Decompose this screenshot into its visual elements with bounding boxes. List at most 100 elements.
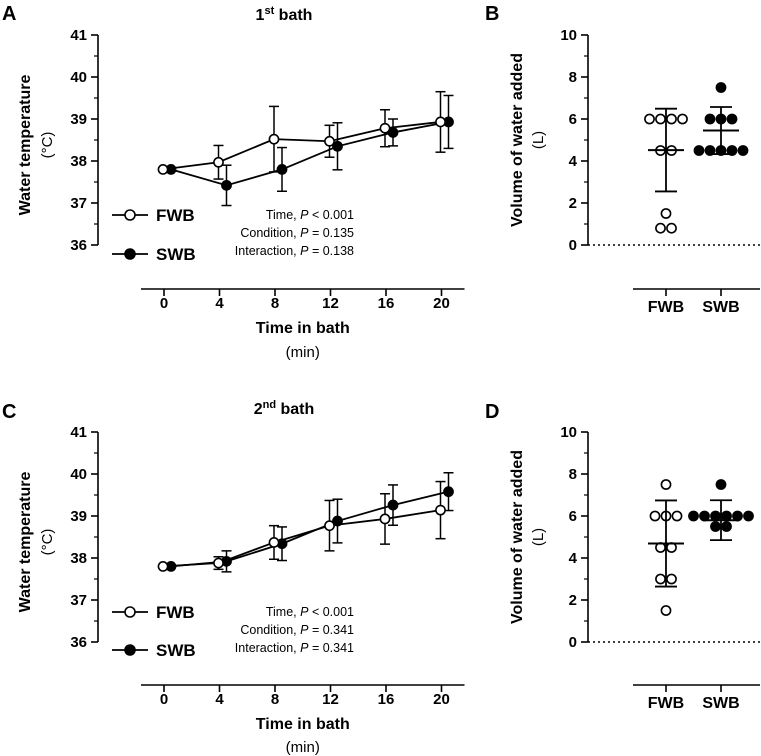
x-tick-label-a: 0 (160, 295, 168, 312)
data-point-swb-d (688, 510, 699, 522)
y-tick-label-a: 36 (70, 237, 87, 254)
y-tick-label-b: 4 (569, 153, 578, 170)
panel-d-chart: 0 2 4 6 8 10 Volume of water added (L) FWB SWB (509, 424, 761, 712)
data-point-fwb-c (213, 557, 224, 569)
y-tick-label-c: 39 (70, 508, 87, 525)
data-point-fwb-a (213, 156, 224, 168)
x-tick-label-b: SWB (702, 299, 739, 316)
data-point-fwb-d (655, 573, 666, 585)
data-point-fwb-d (671, 510, 683, 522)
x-tick-label-c: 0 (160, 691, 168, 708)
y-axis-unit-d: (L) (530, 528, 547, 546)
x-axis-title-c: Time in bath (256, 716, 350, 733)
panel-c-chart: 36 37 38 39 40 41 0 4 8 12 16 20 Time in bath (min) Wa… (17, 424, 465, 756)
data-point-fwb-b (660, 208, 672, 219)
x-tick-label-a: 20 (433, 295, 450, 312)
data-point-swb-d (710, 521, 721, 532)
data-point-fwb-d (660, 479, 672, 490)
y-tick-label-c: 36 (70, 634, 87, 651)
legend-label-swb-c: SWB (156, 641, 196, 660)
y-tick-label-c: 41 (70, 424, 87, 441)
x-axis-unit-a: (min) (286, 344, 320, 361)
x-tick-label-d: FWB (648, 695, 684, 712)
series-line-fwb-c (162, 509, 441, 568)
x-tick-label-c: 20 (433, 691, 450, 708)
data-point-swb-b (704, 113, 716, 125)
data-point-fwb-d (660, 605, 672, 616)
data-point-fwb-b (666, 222, 677, 234)
stat-line-a: Condition, P = 0.135 (240, 226, 354, 240)
x-tick-label-a: 16 (378, 295, 395, 312)
x-tick-label-c: 16 (378, 691, 395, 708)
stat-line-c: Time, P < 0.001 (266, 605, 354, 619)
data-point-swb-b (693, 145, 705, 156)
stat-line-a: Interaction, P = 0.138 (235, 244, 354, 258)
data-point-fwb-b (655, 113, 666, 125)
data-point-fwb-b (666, 113, 677, 125)
stat-line-c: Interaction, P = 0.341 (235, 641, 354, 655)
panel-label-b: B (485, 3, 499, 25)
x-tick-label-b: FWB (648, 299, 684, 316)
series-line-swb-a (170, 121, 449, 187)
y-tick-label-a: 41 (70, 27, 87, 44)
data-point-fwb-a (435, 116, 446, 128)
panel-b-chart: 0 2 4 6 8 10 Volume of water added (L) FWB SWB (509, 27, 761, 316)
data-point-fwb-a (157, 163, 169, 175)
data-point-swb-b (726, 113, 738, 125)
data-point-fwb-b (644, 113, 655, 125)
y-tick-label-b: 0 (569, 237, 577, 254)
y-tick-label-a: 39 (70, 111, 87, 128)
data-point-swb-a (332, 140, 343, 152)
data-point-swb-c (387, 499, 399, 511)
y-axis-title-d: Volume of water added (509, 450, 526, 624)
panel-label-a: A (2, 3, 16, 25)
stat-line-a: Time, P < 0.001 (266, 208, 354, 222)
x-tick-label-a: 12 (322, 295, 339, 312)
y-tick-label-d: 6 (569, 508, 577, 525)
series-line-swb-c (170, 490, 449, 568)
y-axis-title-c: Water temperature (17, 472, 34, 613)
legend-marker-fwb-a (124, 209, 136, 221)
data-point-fwb-b (655, 222, 666, 234)
data-point-fwb-c (157, 561, 169, 572)
data-point-swb-b (704, 145, 716, 156)
legend-marker-fwb-c (124, 606, 136, 618)
title-panel-c: 2nd bath (254, 399, 315, 418)
data-point-swb-d (721, 521, 732, 532)
y-tick-label-c: 38 (70, 550, 87, 567)
y-tick-label-c: 37 (70, 592, 87, 609)
data-point-fwb-c (435, 504, 446, 516)
series-line-fwb-a (162, 121, 441, 171)
x-axis-unit-c: (min) (286, 739, 320, 756)
data-point-fwb-a (324, 135, 335, 147)
y-tick-label-b: 8 (569, 69, 577, 86)
data-point-fwb-c (379, 513, 391, 525)
legend-label-swb-a: SWB (156, 245, 196, 264)
data-point-fwb-d (649, 510, 661, 522)
x-tick-label-c: 4 (215, 691, 224, 708)
y-tick-label-a: 40 (70, 69, 87, 86)
y-tick-label-b: 6 (569, 111, 577, 128)
data-point-fwb-d (666, 573, 677, 585)
data-point-swb-b (737, 145, 749, 156)
panel-a-chart: 36 37 38 39 40 41 0 4 8 12 16 20 Time in bath (min) Wa… (17, 27, 465, 361)
data-point-fwb-a (379, 122, 391, 134)
x-tick-label-d: SWB (702, 695, 739, 712)
legend-label-fwb-a: FWB (156, 206, 195, 225)
y-tick-label-d: 8 (569, 466, 577, 483)
y-axis-unit-b: (L) (530, 131, 547, 149)
data-point-fwb-c (324, 520, 335, 532)
data-point-fwb-c (268, 537, 280, 548)
title-panel-a: 1st bath (256, 5, 313, 24)
y-axis-title-a: Water temperature (17, 75, 34, 216)
data-point-swb-b (715, 82, 727, 93)
data-point-swb-c (443, 486, 454, 498)
x-axis-title-a: Time in bath (256, 320, 350, 337)
y-tick-label-d: 10 (560, 424, 577, 441)
data-point-fwb-b (677, 113, 688, 125)
y-tick-label-b: 10 (560, 27, 577, 44)
y-tick-label-d: 0 (569, 634, 577, 651)
legend-marker-swb-c (124, 644, 136, 656)
x-tick-label-c: 12 (322, 691, 339, 708)
